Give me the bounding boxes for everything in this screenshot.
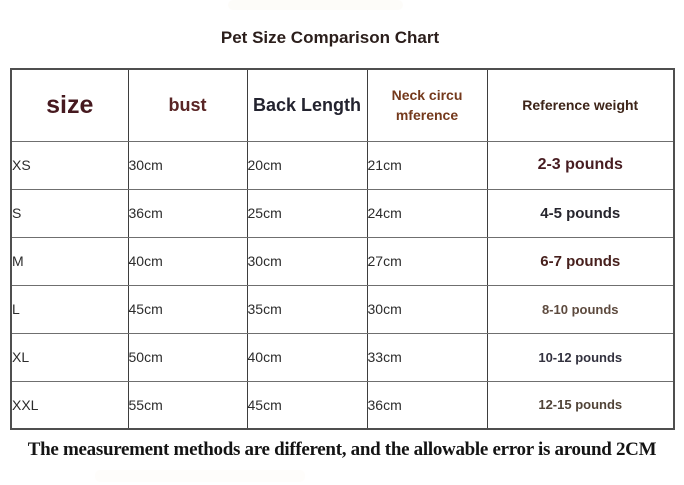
neck-header-line1: Neck circu [391,86,463,103]
back-length-cell: 45cm [246,380,368,430]
bust-cell: 40cm [127,236,248,286]
weight-cell: 12-15 pounds [486,380,675,430]
weight-cell: 10-12 pounds [486,332,675,382]
column-header-back-length: Back Length [246,68,368,142]
neck-cell: 27cm [366,236,488,286]
bust-cell: 50cm [127,332,248,382]
neck-cell: 36cm [366,380,488,430]
column-header-neck-circumference: Neck circu mference [366,68,488,142]
weight-cell: 2-3 pounds [486,140,675,190]
back-length-cell: 30cm [246,236,368,286]
weight-cell: 8-10 pounds [486,284,675,334]
size-comparison-table: size bust Back Length Neck circu mference… [10,68,675,430]
bust-cell: 55cm [127,380,248,430]
column-header-size: size [10,68,129,142]
size-cell: XS [10,140,129,190]
neck-cell: 21cm [366,140,488,190]
size-cell: XL [10,332,129,382]
faded-watermark-artifact-top [228,0,403,10]
neck-cell: 24cm [366,188,488,238]
weight-cell: 4-5 pounds [486,188,675,238]
neck-header-line2: mference [395,107,459,124]
column-header-reference-weight: Reference weight [486,68,675,142]
table-row-xs: XS 30cm 20cm 21cm 2-3 pounds [10,140,675,190]
table-row-xl: XL 50cm 40cm 33cm 10-12 pounds [10,332,675,382]
column-header-bust: bust [127,68,248,142]
weight-cell: 6-7 pounds [486,236,675,286]
table-row-l: L 45cm 35cm 30cm 8-10 pounds [10,284,675,334]
back-length-cell: 35cm [246,284,368,334]
size-cell: L [10,284,129,334]
table-header-row: size bust Back Length Neck circu mference… [10,68,675,142]
back-length-cell: 20cm [246,140,368,190]
table-row-m: M 40cm 30cm 27cm 6-7 pounds [10,236,675,286]
back-length-cell: 25cm [246,188,368,238]
faded-watermark-artifact-bottom [95,470,305,482]
size-cell: M [10,236,129,286]
neck-cell: 33cm [366,332,488,382]
measurement-note: The measurement methods are different, a… [27,439,657,460]
size-cell: S [10,188,129,238]
neck-cell: 30cm [366,284,488,334]
page-title: Pet Size Comparison Chart [220,28,440,47]
back-length-cell: 40cm [246,332,368,382]
size-cell: XXL [10,380,129,430]
bust-cell: 36cm [127,188,248,238]
bust-cell: 30cm [127,140,248,190]
table-row-s: S 36cm 25cm 24cm 4-5 pounds [10,188,675,238]
table-row-xxl: XXL 55cm 45cm 36cm 12-15 pounds [10,380,675,430]
bust-cell: 45cm [127,284,248,334]
